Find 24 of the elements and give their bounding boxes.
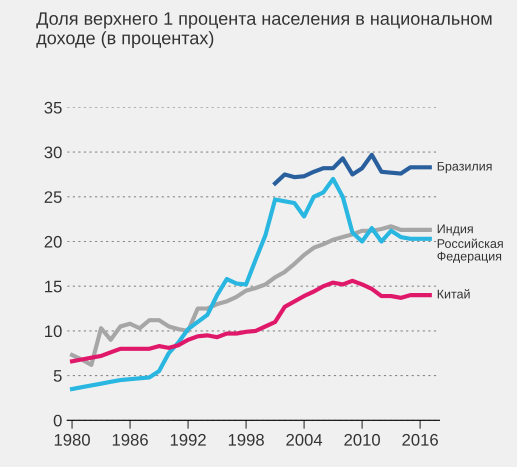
x-tick-label: 1980 [54,434,90,446]
line-series [70,278,432,364]
x-tick-label: 2010 [344,434,380,446]
y-tick-label: 25 [44,191,62,204]
x-tick-label: 2016 [402,434,438,446]
chart-title: Доля верхнего 1 процента населения в национальном доходе (в процентах) [36,12,492,48]
series-label: Китай [438,289,470,298]
series-label: Бразилия [438,162,492,174]
y-tick-label: 15 [45,280,62,292]
x-tick-label: 2004 [286,434,322,446]
series-label: Индия [438,224,473,236]
y-tick-label: 0 [54,414,62,427]
x-tick-label: 1998 [228,434,264,446]
y-tick-label: 20 [44,236,62,248]
y-tick-label: 5 [54,370,62,382]
y-tick-label: 30 [44,146,62,158]
series-label: Российская Федерация [437,238,503,264]
y-tick-label: 10 [45,325,62,338]
line-series [70,176,432,392]
x-tick-label: 1992 [170,434,206,446]
y-tick-label: 35 [44,102,62,114]
line-series [70,224,432,367]
line-series [273,152,432,186]
x-tick-label: 1986 [112,434,148,446]
